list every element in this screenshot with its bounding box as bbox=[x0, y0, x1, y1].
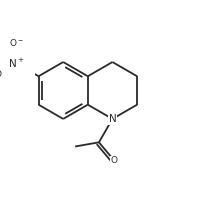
Text: O: O bbox=[0, 70, 1, 79]
Text: N: N bbox=[109, 114, 116, 124]
Text: O$^-$: O$^-$ bbox=[9, 37, 24, 48]
Text: O: O bbox=[111, 156, 118, 165]
Text: N$^+$: N$^+$ bbox=[8, 57, 25, 70]
